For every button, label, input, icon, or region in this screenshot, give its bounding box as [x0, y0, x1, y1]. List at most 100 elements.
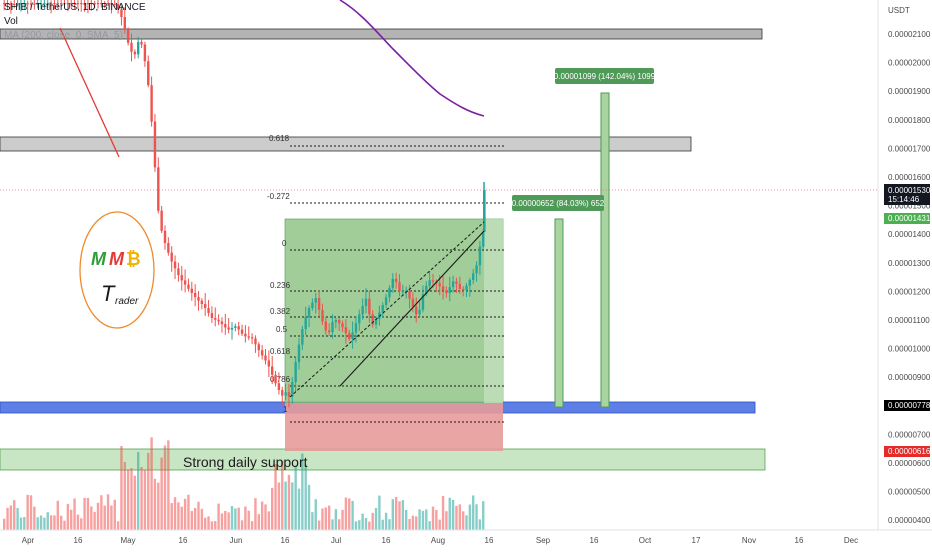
volume-bar — [240, 520, 244, 530]
fib-label: 0.786 — [270, 375, 291, 384]
price-tick-label: 0.00002100 — [888, 30, 931, 39]
candle-body — [247, 336, 250, 338]
target-bar-2 — [600, 92, 610, 408]
price-axis[interactable] — [879, 0, 932, 530]
candle-body — [23, 3, 26, 5]
candle-body — [110, 3, 113, 5]
candle-body — [19, 3, 23, 5]
candle-body — [384, 297, 388, 305]
volume-bar — [277, 482, 281, 530]
candle-body — [9, 3, 13, 5]
candle-body — [314, 298, 317, 303]
volume-bar — [482, 501, 485, 530]
candle-body — [260, 350, 264, 356]
strong-support-zone — [0, 448, 766, 471]
volume-bar — [388, 519, 391, 530]
candle-body — [46, 3, 49, 5]
volume-bar — [284, 481, 287, 530]
measure-label: 0.00000652 (84.03%) 652 — [512, 199, 605, 208]
candle-body — [49, 3, 53, 5]
candle-body — [254, 338, 257, 345]
price-tick-label: 0.00001700 — [888, 144, 931, 153]
volume-bar — [267, 511, 271, 530]
candle-body — [411, 298, 415, 307]
time-tick-label: 16 — [382, 536, 391, 545]
volume-bar — [173, 497, 177, 530]
measure-label-bg — [555, 68, 654, 84]
price-tag — [884, 446, 930, 457]
time-tick-label: 16 — [281, 536, 290, 545]
volume-bar — [478, 519, 482, 530]
loss-zone — [285, 403, 503, 451]
volume-bar — [408, 519, 411, 530]
candle-body — [183, 280, 187, 285]
candle-body — [56, 3, 59, 5]
candle-body — [388, 288, 391, 298]
candle-body — [448, 287, 451, 294]
candle-body — [291, 382, 294, 397]
volume-bar — [26, 494, 29, 530]
volume-bar — [46, 512, 49, 530]
candle-body — [458, 283, 461, 289]
price-tick-label: 0.00000600 — [888, 459, 931, 468]
volume-bar — [297, 488, 301, 530]
volume-bar — [415, 516, 418, 530]
volume-bar — [197, 501, 200, 530]
volume-bar — [93, 511, 96, 530]
volume-bar — [210, 521, 214, 530]
volume-bar — [374, 508, 378, 530]
volume-bar — [86, 497, 90, 530]
volume-bar — [137, 452, 140, 530]
candle-body — [83, 3, 86, 5]
volume-bar — [445, 511, 448, 530]
price-tag — [884, 213, 930, 224]
volume-bar — [264, 504, 267, 530]
candle-body — [421, 294, 425, 310]
candle-body — [483, 190, 486, 232]
candle-body — [428, 280, 431, 286]
time-tick-label: 17 — [692, 536, 701, 545]
candle-body — [193, 292, 197, 298]
fib-label: 0.236 — [270, 281, 291, 290]
candle-body — [147, 61, 150, 86]
volume-bar — [227, 512, 230, 530]
channel-line — [339, 230, 485, 387]
candle-body — [217, 319, 220, 322]
candle-body — [100, 3, 103, 5]
volume-bar — [354, 521, 358, 530]
volume-bar — [274, 464, 277, 530]
volume-bar — [73, 498, 76, 530]
logo-word: rader — [115, 296, 139, 307]
candle-body — [63, 3, 66, 5]
candle-body — [39, 3, 43, 5]
price-tick-label: 0.00002000 — [888, 59, 931, 68]
volume-bar — [6, 507, 9, 530]
ma-200-line — [339, 0, 485, 117]
volume-bar — [291, 482, 294, 530]
candle-body — [29, 3, 33, 5]
candle-body — [408, 290, 411, 299]
volume-bar — [472, 495, 475, 530]
candle-body — [120, 9, 123, 18]
volume-bar — [217, 503, 220, 530]
time-tick-label: Nov — [742, 536, 756, 545]
resistance-zone-mid — [0, 136, 692, 152]
candle-body — [143, 44, 147, 62]
fib-label: 0.618 — [269, 134, 290, 143]
candle-body — [197, 297, 200, 301]
volume-bar — [334, 509, 338, 530]
candle-body — [36, 3, 39, 6]
volume-bar — [224, 510, 227, 530]
candle-body — [311, 302, 314, 309]
volume-bar — [150, 437, 153, 530]
candle-body — [66, 3, 70, 5]
volume-bar — [398, 501, 401, 530]
time-tick-label: 16 — [485, 536, 494, 545]
volume-bar — [348, 498, 351, 530]
volume-bar — [287, 474, 291, 530]
volume-bar — [96, 502, 100, 530]
volume-bar — [234, 508, 237, 530]
volume-bar — [49, 515, 53, 530]
candle-body — [26, 3, 29, 5]
